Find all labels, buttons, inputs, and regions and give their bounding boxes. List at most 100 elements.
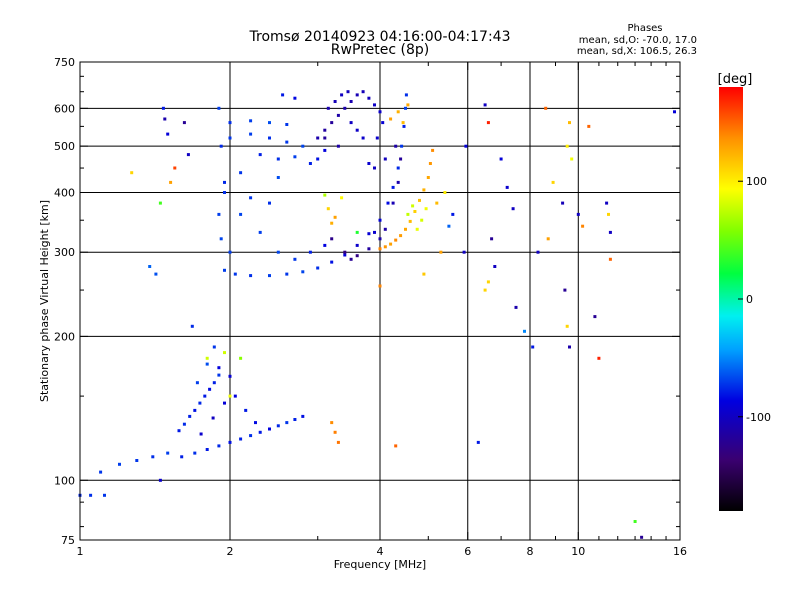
echo-point [406, 212, 410, 216]
echo-point [217, 444, 221, 448]
echo-point [326, 106, 330, 110]
echo-point [587, 124, 591, 128]
echo-point [336, 113, 340, 117]
echo-point [135, 459, 139, 462]
echo-point [118, 462, 121, 466]
echo-point [396, 110, 400, 114]
echo-point [597, 356, 601, 360]
echo-point [404, 93, 408, 97]
echo-point [223, 180, 226, 184]
echo-point [285, 272, 289, 276]
echo-point [281, 93, 285, 97]
echo-point [212, 381, 216, 385]
y-tick-label: 100 [54, 474, 75, 487]
x-tick-label: 10 [571, 545, 585, 558]
echo-point [151, 455, 155, 459]
echo-point [406, 103, 410, 107]
y-tick-label: 600 [54, 102, 75, 115]
echo-point [173, 166, 177, 170]
echo-point [316, 157, 320, 161]
echo-point [451, 212, 455, 216]
echo-point [531, 345, 535, 349]
y-tick-label: 750 [54, 56, 75, 69]
echo-point [316, 136, 320, 140]
echo-point [375, 136, 379, 140]
x-axis-label: Frequency [MHz] [334, 558, 426, 571]
echo-point [285, 421, 289, 425]
echo-point [483, 288, 487, 292]
echo-point [293, 96, 297, 100]
grid-lines [80, 62, 680, 540]
echo-point [383, 245, 387, 249]
echo-point [424, 207, 428, 211]
echo-point [400, 144, 404, 148]
echo-point [203, 394, 207, 398]
echo-point [378, 247, 382, 251]
echo-point [293, 155, 297, 159]
echo-point [323, 128, 327, 132]
echo-point [493, 265, 497, 268]
echo-point [499, 157, 503, 161]
echo-point [490, 237, 494, 241]
echo-point [462, 250, 466, 254]
echo-point [268, 121, 271, 125]
echo-point [399, 234, 403, 238]
echo-point [301, 414, 305, 418]
phases-stats-x-mode: mean, sd,X: 106.5, 26.3 [577, 46, 697, 57]
echo-point [166, 451, 170, 455]
echo-point [308, 162, 312, 165]
echo-point [333, 100, 337, 103]
echo-point [249, 196, 253, 200]
echo-point [228, 394, 232, 398]
echo-point [239, 356, 243, 360]
colorbar-ticks: 100 0 -100 [738, 175, 771, 424]
echo-point [205, 448, 209, 451]
echo-point [217, 106, 221, 110]
echo-point [268, 274, 271, 278]
echo-point [301, 270, 305, 274]
y-tick-label: 400 [54, 186, 75, 199]
echo-point [233, 394, 237, 398]
echo-point [276, 157, 280, 161]
colorbar-tick-label: 100 [746, 175, 767, 188]
echo-point [217, 212, 221, 216]
echo-point [514, 305, 518, 309]
echo-point [285, 123, 289, 126]
echo-point [373, 166, 376, 170]
echo-point [523, 329, 526, 333]
x-tick-label: 2 [227, 545, 234, 558]
echo-point [323, 148, 327, 152]
echo-point [130, 171, 134, 175]
echo-point [486, 280, 490, 284]
echo-point [177, 429, 181, 433]
echo-point [563, 288, 567, 292]
echo-point [285, 140, 289, 144]
echo-point [158, 478, 162, 482]
echo-point [381, 121, 385, 125]
echo-point [244, 408, 248, 412]
echo-point [219, 144, 223, 148]
colorbar-tick-label: 0 [746, 293, 753, 306]
echo-point [401, 121, 405, 125]
echo-point [223, 401, 226, 405]
echo-point [435, 201, 439, 205]
echo-point [355, 128, 359, 132]
colorbar-tick-label: -100 [746, 411, 771, 424]
echo-point [258, 230, 262, 234]
echo-point [163, 117, 167, 121]
echo-point [570, 157, 574, 161]
echo-point [367, 162, 371, 165]
echo-point [373, 103, 376, 107]
echo-point [428, 162, 432, 165]
echo-point [249, 434, 253, 438]
axes: 1 2 4 6 8 10 16 75 100 200 300 400 500 600 750 [54, 56, 687, 558]
echo-point [249, 119, 253, 123]
echo-point [367, 232, 371, 236]
echo-point [212, 345, 216, 349]
echo-point [396, 166, 400, 170]
echo-point [394, 444, 398, 448]
echo-point [386, 201, 390, 205]
echo-point [293, 418, 297, 421]
y-tick-label: 500 [54, 140, 75, 153]
echo-point [402, 124, 406, 128]
